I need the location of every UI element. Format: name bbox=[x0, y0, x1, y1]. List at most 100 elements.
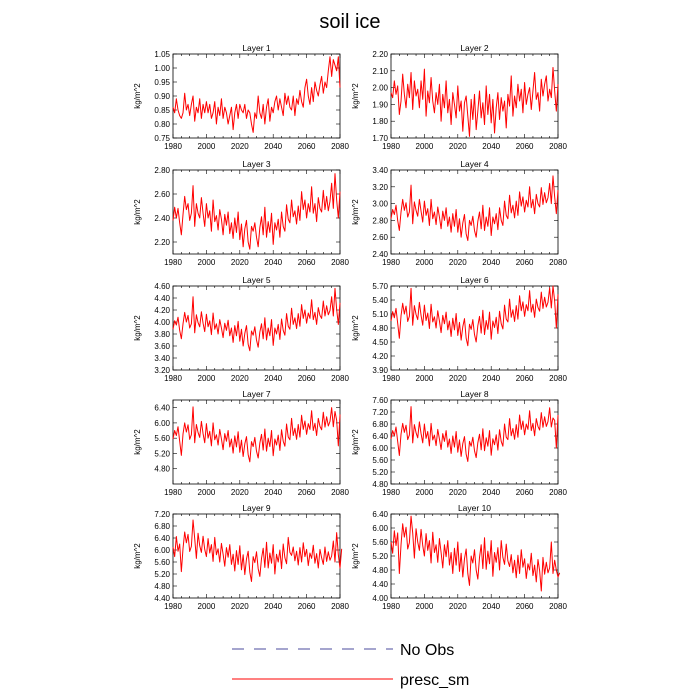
x-tick-label-layer-10-1980: 1980 bbox=[382, 602, 400, 611]
plot-frame-layer-5 bbox=[172, 285, 341, 371]
x-tick-label-layer-4-1980: 1980 bbox=[382, 258, 400, 267]
x-tick-label-layer-7-2080: 2080 bbox=[331, 488, 349, 497]
y-tick-label-layer-10-4.00: 4.00 bbox=[372, 594, 388, 603]
y-tick-label-layer-8-5.60: 5.60 bbox=[372, 456, 388, 465]
x-tick-label-layer-4-2000: 2000 bbox=[416, 258, 434, 267]
panel-title-layer-5: Layer 5 bbox=[242, 275, 271, 285]
panel-title-layer-3: Layer 3 bbox=[242, 159, 271, 169]
series-line-layer-7-presc-sm bbox=[172, 406, 341, 463]
y-tick-label-layer-9-6.40: 6.40 bbox=[154, 534, 170, 543]
x-tick-label-layer-1-2000: 2000 bbox=[198, 142, 216, 151]
y-tick-label-layer-6-4.20: 4.20 bbox=[372, 352, 388, 361]
y-tick-label-layer-2-2.10: 2.10 bbox=[372, 67, 388, 76]
x-tick-label-layer-7-2000: 2000 bbox=[198, 488, 216, 497]
y-axis-label-layer-7: kg/m^2 bbox=[133, 429, 142, 455]
y-tick-label-layer-4-3.40: 3.40 bbox=[372, 166, 388, 175]
y-tick-label-layer-2-2.00: 2.00 bbox=[372, 84, 388, 93]
y-tick-label-layer-9-5.20: 5.20 bbox=[154, 570, 170, 579]
y-tick-label-layer-4-3.00: 3.00 bbox=[372, 200, 388, 209]
x-tick-label-layer-6-1980: 1980 bbox=[382, 374, 400, 383]
x-tick-label-layer-5-1980: 1980 bbox=[164, 374, 182, 383]
x-tick-label-layer-7-1980: 1980 bbox=[164, 488, 182, 497]
y-axis-label-layer-9: kg/m^2 bbox=[133, 543, 142, 569]
x-tick-label-layer-10-2040: 2040 bbox=[482, 602, 500, 611]
y-tick-label-layer-8-5.20: 5.20 bbox=[372, 468, 388, 477]
x-tick-label-layer-4-2060: 2060 bbox=[516, 258, 534, 267]
y-tick-label-layer-8-4.80: 4.80 bbox=[372, 480, 388, 489]
y-tick-label-layer-8-7.60: 7.60 bbox=[372, 396, 388, 405]
x-tick-label-layer-3-2000: 2000 bbox=[198, 258, 216, 267]
x-tick-label-layer-1-2040: 2040 bbox=[264, 142, 282, 151]
y-tick-label-layer-1-0.90: 0.90 bbox=[154, 92, 170, 101]
x-tick-label-layer-4-2040: 2040 bbox=[482, 258, 500, 267]
x-tick-label-layer-5-2020: 2020 bbox=[231, 374, 249, 383]
panel-layer-4: Layer 4 1980 2000 2020 2040 2060 2080 2.40 2.60 2… bbox=[351, 159, 567, 267]
x-tick-label-layer-10-2060: 2060 bbox=[516, 602, 534, 611]
panel-layer-7: Layer 7 1980 2000 2020 2040 2060 2080 4.80 5.20 5… bbox=[133, 389, 349, 497]
x-tick-label-layer-9-2080: 2080 bbox=[331, 602, 349, 611]
x-tick-label-layer-7-2060: 2060 bbox=[298, 488, 316, 497]
panel-title-layer-9: Layer 9 bbox=[242, 503, 271, 513]
panel-title-layer-10: Layer 10 bbox=[458, 503, 491, 513]
y-tick-label-layer-8-6.80: 6.80 bbox=[372, 420, 388, 429]
y-tick-label-layer-7-4.80: 4.80 bbox=[154, 465, 170, 474]
series-line-layer-3-presc-sm bbox=[172, 173, 341, 250]
x-tick-label-layer-3-2080: 2080 bbox=[331, 258, 349, 267]
x-tick-label-layer-8-2040: 2040 bbox=[482, 488, 500, 497]
panel-title-layer-8: Layer 8 bbox=[460, 389, 489, 399]
y-tick-label-layer-6-5.10: 5.10 bbox=[372, 310, 388, 319]
y-tick-label-layer-4-3.20: 3.20 bbox=[372, 183, 388, 192]
y-tick-label-layer-7-6.00: 6.00 bbox=[154, 419, 170, 428]
plot-frame-layer-10 bbox=[390, 513, 559, 599]
y-tick-label-layer-3-2.20: 2.20 bbox=[154, 238, 170, 247]
x-tick-label-layer-6-2060: 2060 bbox=[516, 374, 534, 383]
series-line-layer-4-presc-sm bbox=[390, 175, 559, 242]
x-tick-label-layer-4-2080: 2080 bbox=[549, 258, 567, 267]
x-tick-label-layer-5-2080: 2080 bbox=[331, 374, 349, 383]
x-tick-label-layer-1-2060: 2060 bbox=[298, 142, 316, 151]
x-tick-label-layer-8-1980: 1980 bbox=[382, 488, 400, 497]
plot-frame-layer-6 bbox=[390, 285, 559, 371]
series-line-layer-10-presc-sm bbox=[390, 515, 561, 592]
x-tick-label-layer-8-2080: 2080 bbox=[549, 488, 567, 497]
y-tick-label-layer-6-5.70: 5.70 bbox=[372, 282, 388, 291]
x-tick-label-layer-10-2000: 2000 bbox=[416, 602, 434, 611]
y-tick-label-layer-8-6.00: 6.00 bbox=[372, 444, 388, 453]
y-axis-label-layer-2: kg/m^2 bbox=[351, 83, 360, 109]
x-tick-label-layer-5-2060: 2060 bbox=[298, 374, 316, 383]
y-axis-label-layer-10: kg/m^2 bbox=[351, 543, 360, 569]
x-tick-label-layer-9-2040: 2040 bbox=[264, 602, 282, 611]
y-tick-label-layer-10-6.40: 6.40 bbox=[372, 510, 388, 519]
y-tick-label-layer-10-4.80: 4.80 bbox=[372, 566, 388, 575]
y-tick-label-layer-2-1.70: 1.70 bbox=[372, 134, 388, 143]
y-axis-label-layer-3: kg/m^2 bbox=[133, 199, 142, 225]
panel-layer-2: Layer 2 1980 2000 2020 2040 2060 2080 1.70 1.80 1… bbox=[351, 43, 567, 151]
x-tick-label-layer-9-1980: 1980 bbox=[164, 602, 182, 611]
panel-layer-6: Layer 6 1980 2000 2020 2040 2060 2080 3.90 4.20 4… bbox=[351, 275, 567, 383]
x-tick-label-layer-4-2020: 2020 bbox=[449, 258, 467, 267]
y-tick-label-layer-10-5.60: 5.60 bbox=[372, 538, 388, 547]
y-tick-label-layer-1-0.75: 0.75 bbox=[154, 134, 170, 143]
x-tick-label-layer-9-2000: 2000 bbox=[198, 602, 216, 611]
panel-title-layer-2: Layer 2 bbox=[460, 43, 489, 53]
y-tick-label-layer-7-6.40: 6.40 bbox=[154, 404, 170, 413]
plot-frame-layer-1 bbox=[172, 53, 341, 139]
x-tick-label-layer-5-2040: 2040 bbox=[264, 374, 282, 383]
panel-layer-3: Layer 3 1980 2000 2020 2040 2060 2080 2.20 2.40 2… bbox=[133, 159, 349, 267]
panel-title-layer-6: Layer 6 bbox=[460, 275, 489, 285]
y-tick-label-layer-1-0.95: 0.95 bbox=[154, 78, 170, 87]
series-line-layer-5-presc-sm bbox=[172, 287, 341, 352]
plot-frame-layer-8 bbox=[390, 399, 559, 485]
y-tick-label-layer-6-5.40: 5.40 bbox=[372, 296, 388, 305]
panel-title-layer-7: Layer 7 bbox=[242, 389, 271, 399]
panels-grid: Layer 1 1980 2000 2020 2040 2060 2080 0.75 0.80 0… bbox=[133, 43, 567, 611]
x-tick-label-layer-10-2080: 2080 bbox=[549, 602, 567, 611]
y-tick-label-layer-2-2.20: 2.20 bbox=[372, 50, 388, 59]
x-tick-label-layer-7-2040: 2040 bbox=[264, 488, 282, 497]
x-tick-label-layer-8-2060: 2060 bbox=[516, 488, 534, 497]
panel-layer-1: Layer 1 1980 2000 2020 2040 2060 2080 0.75 0.80 0… bbox=[133, 43, 349, 151]
y-tick-label-layer-4-2.80: 2.80 bbox=[372, 216, 388, 225]
x-tick-label-layer-10-2020: 2020 bbox=[449, 602, 467, 611]
y-tick-label-layer-1-0.80: 0.80 bbox=[154, 120, 170, 129]
y-tick-label-layer-8-7.20: 7.20 bbox=[372, 408, 388, 417]
